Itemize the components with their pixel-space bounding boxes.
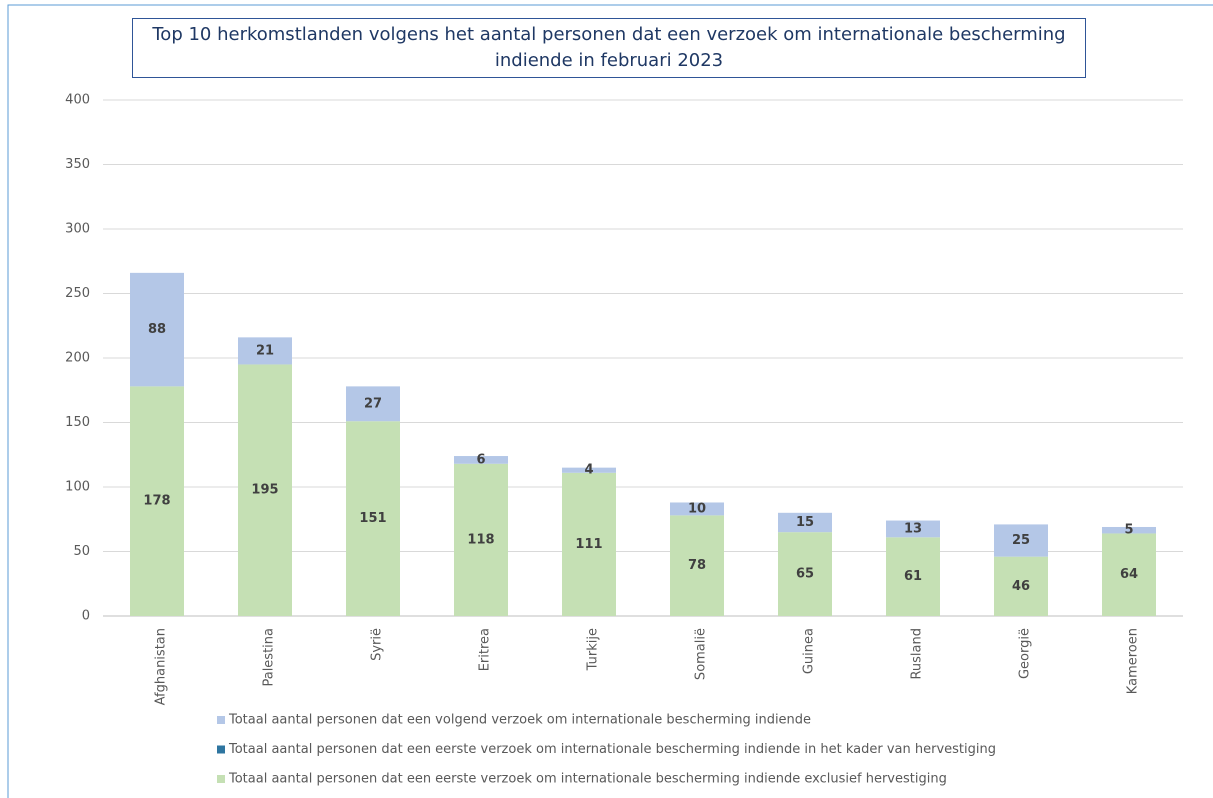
- x-tick-label: Kameroen: [1126, 628, 1141, 694]
- y-tick-label: 300: [65, 222, 90, 237]
- data-label: 10: [688, 501, 706, 516]
- data-label: 25: [1012, 533, 1030, 548]
- bar-segment: [886, 520, 940, 538]
- bar-segment: [454, 456, 508, 464]
- data-label: 64: [1120, 567, 1138, 582]
- bar-segment: [454, 463, 508, 616]
- data-label: 118: [467, 532, 494, 547]
- bar-segment: [130, 386, 184, 616]
- y-tick-label: 100: [65, 480, 90, 495]
- data-label: 151: [359, 511, 386, 526]
- bar-segment: [994, 556, 1048, 616]
- x-tick-label: Afghanistan: [154, 628, 169, 705]
- data-label: 78: [688, 558, 706, 573]
- bar-segment: [778, 532, 832, 616]
- y-tick-label: 50: [73, 544, 90, 559]
- data-label: 65: [796, 567, 814, 582]
- data-label: 27: [364, 396, 382, 411]
- chart-title: Top 10 herkomstlanden volgens het aantal…: [132, 18, 1086, 78]
- data-label: 15: [796, 515, 814, 530]
- x-tick-label: Eritrea: [478, 628, 493, 671]
- y-tick-label: 150: [65, 415, 90, 430]
- data-label: 88: [148, 322, 166, 337]
- bar-segment: [562, 472, 616, 616]
- chart-border: [7, 4, 1213, 798]
- bar-segment: [346, 386, 400, 422]
- bar-segment: [346, 421, 400, 616]
- data-label: 4: [584, 463, 593, 478]
- bar-segment: [670, 502, 724, 516]
- bar-segment: [670, 515, 724, 616]
- legend-label: Totaal aantal personen dat een eerste ve…: [228, 772, 947, 787]
- y-tick-label: 0: [82, 609, 90, 624]
- x-tick-label: Somalië: [694, 628, 709, 680]
- bar-segment: [238, 337, 292, 365]
- legend-label: Totaal aantal personen dat een eerste ve…: [228, 742, 996, 757]
- legend-label: Totaal aantal personen dat een volgend v…: [228, 713, 811, 728]
- bar-segment: [130, 272, 184, 387]
- data-label: 178: [143, 494, 170, 509]
- x-tick-label: Syrië: [370, 628, 385, 661]
- legend-swatch: [217, 775, 225, 783]
- bar-segment: [562, 467, 616, 473]
- x-tick-label: Palestina: [262, 628, 277, 687]
- data-label: 61: [904, 569, 922, 584]
- y-tick-label: 400: [65, 93, 90, 108]
- data-label: 46: [1012, 579, 1030, 594]
- legend-swatch: [217, 716, 225, 724]
- data-label: 5: [1124, 523, 1133, 538]
- bar-segment: [1102, 533, 1156, 616]
- x-tick-label: Guinea: [802, 628, 817, 674]
- x-tick-label: Rusland: [910, 628, 925, 680]
- bar-segment: [994, 524, 1048, 557]
- data-label: 111: [575, 537, 602, 552]
- y-tick-label: 200: [65, 351, 90, 366]
- data-label: 13: [904, 521, 922, 536]
- x-tick-label: Georgië: [1018, 628, 1033, 679]
- data-label: 6: [476, 452, 485, 467]
- data-label: 195: [251, 483, 278, 498]
- data-label: 21: [256, 343, 274, 358]
- legend-swatch: [217, 745, 225, 754]
- y-tick-label: 250: [65, 286, 90, 301]
- bar-segment: [1102, 526, 1156, 534]
- bar-segment: [778, 512, 832, 533]
- x-tick-label: Turkije: [586, 628, 601, 671]
- bar-segment: [238, 364, 292, 616]
- y-tick-label: 350: [65, 157, 90, 172]
- bar-segment: [886, 537, 940, 616]
